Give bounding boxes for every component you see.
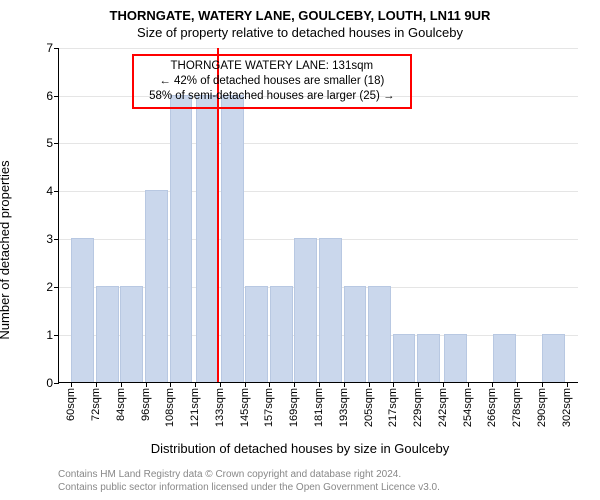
x-axis-title: Distribution of detached houses by size … xyxy=(0,441,600,456)
xtick-mark xyxy=(319,382,320,387)
ytick-label: 3 xyxy=(46,232,53,246)
ytick-mark xyxy=(54,383,59,384)
xtick-mark xyxy=(294,382,295,387)
histogram-bar xyxy=(393,334,416,382)
chart-area: 0123456760sqm72sqm84sqm96sqm108sqm121sqm… xyxy=(58,48,578,383)
xtick-label: 290sqm xyxy=(536,388,548,427)
xtick-label: 96sqm xyxy=(140,388,152,421)
footer-line-2: Contains public sector information licen… xyxy=(58,481,440,494)
xtick-label: 217sqm xyxy=(387,388,399,427)
xtick-mark xyxy=(443,382,444,387)
plot-region: 0123456760sqm72sqm84sqm96sqm108sqm121sqm… xyxy=(58,48,578,383)
histogram-bar xyxy=(344,286,367,382)
histogram-bar xyxy=(368,286,391,382)
histogram-bar xyxy=(96,286,119,382)
xtick-mark xyxy=(245,382,246,387)
ytick-label: 6 xyxy=(46,89,53,103)
xtick-mark xyxy=(220,382,221,387)
footer-attribution: Contains HM Land Registry data © Crown c… xyxy=(58,468,440,494)
histogram-bar xyxy=(196,95,219,382)
xtick-mark xyxy=(146,382,147,387)
histogram-bar xyxy=(145,190,168,381)
info-box: THORNGATE WATERY LANE: 131sqm← 42% of de… xyxy=(132,54,412,109)
xtick-mark xyxy=(393,382,394,387)
xtick-label: 181sqm xyxy=(313,388,325,427)
xtick-label: 278sqm xyxy=(511,388,523,427)
xtick-mark xyxy=(567,382,568,387)
ytick-label: 4 xyxy=(46,184,53,198)
xtick-mark xyxy=(418,382,419,387)
xtick-label: 72sqm xyxy=(90,388,102,421)
histogram-bar xyxy=(542,334,565,382)
ytick-label: 2 xyxy=(46,280,53,294)
xtick-mark xyxy=(542,382,543,387)
xtick-mark xyxy=(121,382,122,387)
ytick-mark xyxy=(54,96,59,97)
footer-line-1: Contains HM Land Registry data © Crown c… xyxy=(58,468,440,481)
xtick-mark xyxy=(170,382,171,387)
ytick-mark xyxy=(54,335,59,336)
xtick-mark xyxy=(269,382,270,387)
histogram-bar xyxy=(294,238,317,382)
xtick-label: 169sqm xyxy=(288,388,300,427)
xtick-label: 254sqm xyxy=(462,388,474,427)
histogram-bar xyxy=(170,95,193,382)
xtick-label: 133sqm xyxy=(214,388,226,427)
gridline xyxy=(59,143,578,144)
y-axis-title: Number of detached properties xyxy=(0,160,12,339)
chart-title-sub: Size of property relative to detached ho… xyxy=(0,25,600,42)
histogram-bar xyxy=(444,334,467,382)
xtick-label: 205sqm xyxy=(363,388,375,427)
ytick-mark xyxy=(54,48,59,49)
chart-title-main: THORNGATE, WATERY LANE, GOULCEBY, LOUTH,… xyxy=(0,8,600,25)
xtick-mark xyxy=(468,382,469,387)
xtick-mark xyxy=(344,382,345,387)
histogram-bar xyxy=(417,334,440,382)
histogram-bar xyxy=(221,95,244,382)
ytick-mark xyxy=(54,239,59,240)
histogram-bar xyxy=(245,286,268,382)
xtick-label: 266sqm xyxy=(486,388,498,427)
xtick-mark xyxy=(369,382,370,387)
gridline xyxy=(59,48,578,49)
chart-container: THORNGATE, WATERY LANE, GOULCEBY, LOUTH,… xyxy=(0,0,600,500)
histogram-bar xyxy=(120,286,143,382)
xtick-label: 193sqm xyxy=(338,388,350,427)
xtick-label: 108sqm xyxy=(164,388,176,427)
ytick-mark xyxy=(54,191,59,192)
ytick-label: 5 xyxy=(46,136,53,150)
xtick-label: 121sqm xyxy=(189,388,201,427)
xtick-mark xyxy=(517,382,518,387)
xtick-label: 84sqm xyxy=(115,388,127,421)
histogram-bar xyxy=(270,286,293,382)
ytick-mark xyxy=(54,287,59,288)
xtick-mark xyxy=(195,382,196,387)
xtick-label: 242sqm xyxy=(437,388,449,427)
xtick-label: 157sqm xyxy=(263,388,275,427)
ytick-label: 0 xyxy=(46,376,53,390)
ytick-label: 7 xyxy=(46,41,53,55)
xtick-label: 145sqm xyxy=(239,388,251,427)
histogram-bar xyxy=(71,238,94,382)
xtick-label: 60sqm xyxy=(65,388,77,421)
xtick-label: 229sqm xyxy=(412,388,424,427)
xtick-label: 302sqm xyxy=(561,388,573,427)
ytick-mark xyxy=(54,143,59,144)
histogram-bar xyxy=(319,238,342,382)
info-box-line-3: 58% of semi-detached houses are larger (… xyxy=(142,89,402,104)
xtick-mark xyxy=(96,382,97,387)
xtick-mark xyxy=(71,382,72,387)
gridline xyxy=(59,191,578,192)
info-box-line-2: ← 42% of detached houses are smaller (18… xyxy=(142,74,402,89)
xtick-mark xyxy=(492,382,493,387)
histogram-bar xyxy=(493,334,516,382)
ytick-label: 1 xyxy=(46,328,53,342)
info-box-line-1: THORNGATE WATERY LANE: 131sqm xyxy=(142,59,402,74)
